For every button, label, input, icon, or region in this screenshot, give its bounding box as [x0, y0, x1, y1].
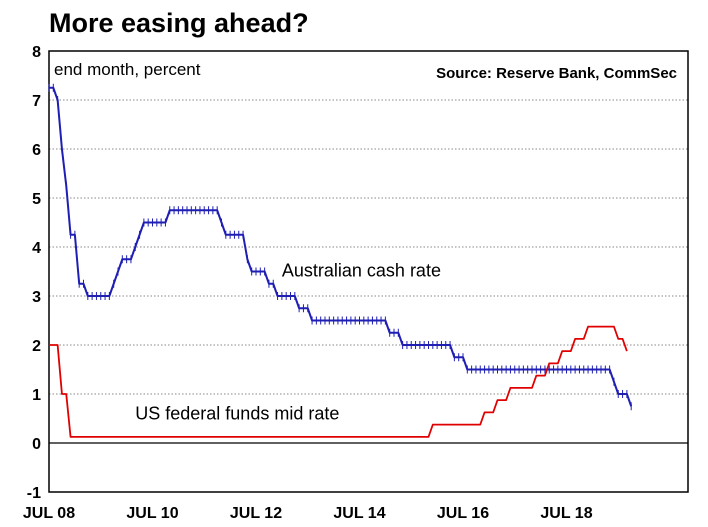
x-tick-label: JUL 14 [333, 505, 385, 522]
y-tick-label: 5 [32, 191, 41, 208]
y-tick-label: 8 [32, 44, 41, 61]
y-tick-label: 0 [32, 436, 41, 453]
y-tick-label: 2 [32, 338, 41, 355]
y-tick-label: 7 [32, 93, 41, 110]
chart-title: More easing ahead? [49, 8, 309, 38]
y-tick-label: 3 [32, 289, 41, 306]
x-tick-label: JUL 18 [540, 505, 592, 522]
series-line-us-federal-funds-rate [49, 325, 628, 438]
x-tick-labels: JUL 08 JUL 10 JUL 12 JUL 14 JUL 16 JUL 18 [23, 505, 593, 522]
y-tick-labels: -1 0 1 2 3 4 5 6 7 8 [27, 44, 41, 502]
series-line-australian-cash-rate [49, 86, 633, 407]
us-federal-funds-rate-label: US federal funds mid rate [135, 403, 339, 423]
plot-frame [48, 50, 689, 493]
y-tick-label: 1 [32, 387, 41, 404]
series-lines [49, 86, 633, 438]
australian-cash-rate-label: Australian cash rate [282, 260, 441, 280]
source-note: Source: Reserve Bank, CommSec [436, 65, 677, 82]
x-tick-label: JUL 12 [230, 505, 282, 522]
y-tick-label: 6 [32, 142, 41, 159]
gridlines [49, 99, 688, 444]
series-labels: Australian cash rate US federal funds mid… [135, 260, 441, 423]
x-tick-label: JUL 08 [23, 505, 75, 522]
series-markers [48, 83, 632, 411]
x-tick-label: JUL 16 [437, 505, 489, 522]
y-tick-label: -1 [27, 485, 41, 502]
chart-subtitle: end month, percent [54, 60, 201, 79]
y-tick-label: 4 [32, 240, 41, 257]
x-tick-label: JUL 10 [126, 505, 178, 522]
